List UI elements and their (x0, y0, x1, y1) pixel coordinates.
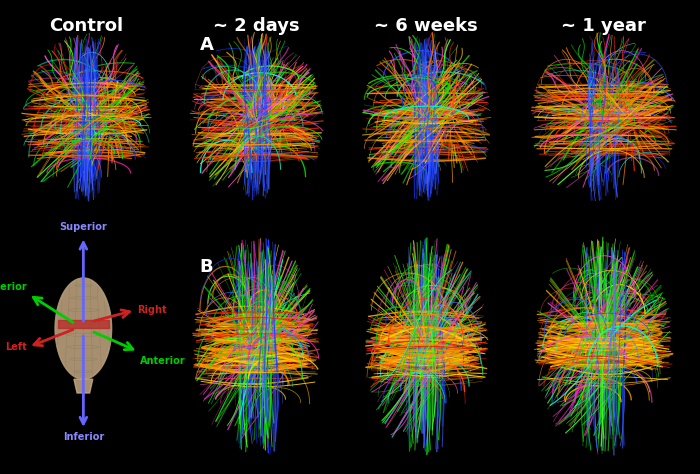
Text: Anterior: Anterior (140, 356, 186, 366)
Text: Posterior: Posterior (0, 282, 27, 292)
Text: ~ 1 year: ~ 1 year (561, 17, 645, 35)
Text: Left: Left (5, 342, 27, 352)
Text: B: B (199, 258, 213, 276)
Text: Right: Right (136, 305, 167, 315)
Text: Inferior: Inferior (63, 432, 104, 442)
Text: Superior: Superior (60, 222, 107, 232)
Text: ~ 6 weeks: ~ 6 weeks (374, 17, 478, 35)
Text: A: A (199, 36, 213, 54)
Text: ~ 2 days: ~ 2 days (213, 17, 300, 35)
Polygon shape (74, 379, 93, 393)
Polygon shape (55, 278, 111, 379)
Text: Control: Control (49, 17, 123, 35)
